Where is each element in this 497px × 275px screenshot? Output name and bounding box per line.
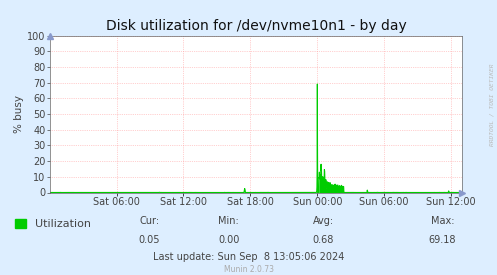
Text: 0.00: 0.00 — [218, 235, 240, 245]
Text: RRDTOOL / TOBI OETIKER: RRDTOOL / TOBI OETIKER — [490, 63, 495, 146]
Text: Avg:: Avg: — [313, 216, 333, 226]
Text: Min:: Min: — [218, 216, 239, 226]
Title: Disk utilization for /dev/nvme10n1 - by day: Disk utilization for /dev/nvme10n1 - by … — [105, 19, 407, 33]
Text: 0.68: 0.68 — [312, 235, 334, 245]
Text: Max:: Max: — [430, 216, 454, 226]
Text: Munin 2.0.73: Munin 2.0.73 — [224, 265, 273, 274]
Text: Cur:: Cur: — [139, 216, 159, 226]
Text: Last update: Sun Sep  8 13:05:06 2024: Last update: Sun Sep 8 13:05:06 2024 — [153, 252, 344, 262]
Legend: Utilization: Utilization — [10, 215, 95, 234]
Text: 69.18: 69.18 — [428, 235, 456, 245]
Y-axis label: % busy: % busy — [14, 95, 24, 133]
Text: 0.05: 0.05 — [138, 235, 160, 245]
